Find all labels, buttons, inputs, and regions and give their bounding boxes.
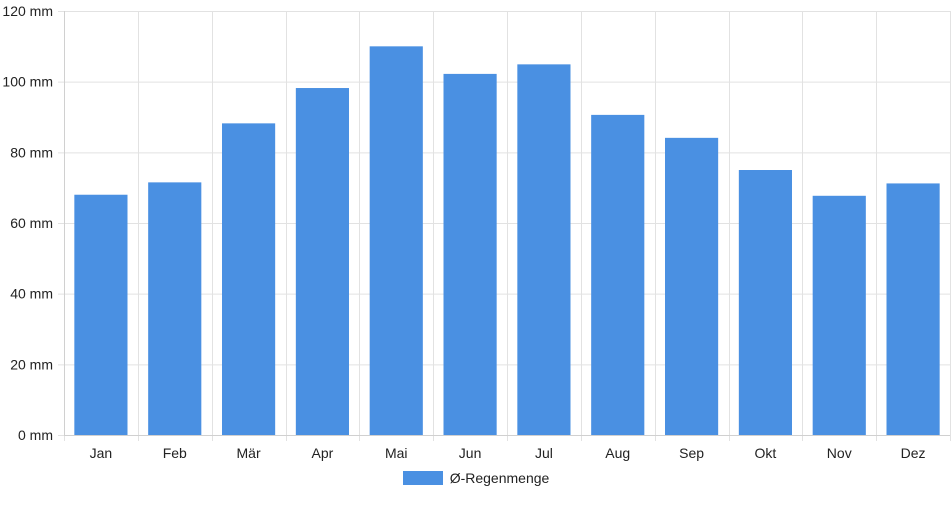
x-tick-label: Nov (827, 445, 852, 461)
x-tick-label: Jul (535, 445, 553, 461)
legend-swatch (402, 471, 443, 485)
x-tick-label: Jun (459, 445, 482, 461)
bar-okt[interactable] (738, 170, 792, 435)
bar-nov[interactable] (812, 195, 866, 435)
y-tick-label: 80 mm (10, 144, 53, 160)
y-tick-label: 40 mm (10, 286, 53, 302)
bar-jun[interactable] (443, 73, 497, 435)
x-tick-label: Feb (163, 445, 187, 461)
y-tick-label: 100 mm (2, 74, 53, 90)
x-tick-label: Aug (605, 445, 630, 461)
bar-mär[interactable] (222, 123, 276, 436)
y-tick-label: 120 mm (2, 3, 53, 19)
legend[interactable]: Ø-Regenmenge (0, 470, 952, 486)
bar-jan[interactable] (74, 194, 128, 435)
x-tick-label: Okt (755, 445, 777, 461)
x-tick-label: Mai (385, 445, 408, 461)
legend-label: Ø-Regenmenge (449, 470, 550, 486)
bar-dez[interactable] (886, 183, 940, 435)
bar-apr[interactable] (295, 88, 349, 435)
bar-feb[interactable] (148, 182, 202, 435)
bar-jul[interactable] (517, 64, 571, 435)
x-tick-label: Mär (237, 445, 261, 461)
bar-mai[interactable] (369, 46, 423, 435)
y-tick-label: 20 mm (10, 356, 53, 372)
x-tick-label: Apr (312, 445, 334, 461)
x-tick-label: Dez (901, 445, 926, 461)
bar-aug[interactable] (591, 114, 645, 435)
x-tick-label: Jan (90, 445, 113, 461)
y-tick-label: 60 mm (10, 215, 53, 231)
y-tick-label: 0 mm (18, 427, 53, 443)
x-tick-label: Sep (679, 445, 704, 461)
bar-sep[interactable] (665, 137, 719, 435)
